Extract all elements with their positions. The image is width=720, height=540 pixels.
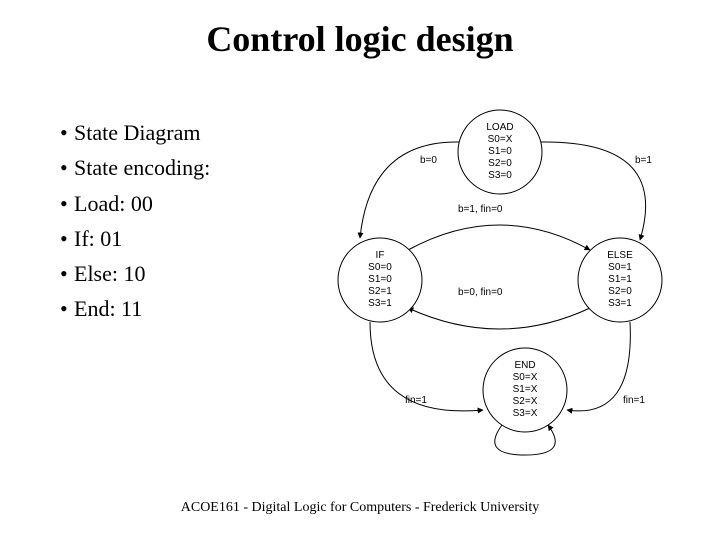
node-end: END S0=X S1=X S2=X S3=X xyxy=(483,348,567,432)
list-item: Else: 10 xyxy=(74,261,280,286)
edge-label-b0: b=0 xyxy=(420,155,437,166)
svg-text:S0=1: S0=1 xyxy=(608,262,632,273)
edge-load-if xyxy=(360,142,460,238)
svg-text:S0=0: S0=0 xyxy=(368,262,392,273)
svg-text:S1=1: S1=1 xyxy=(608,274,632,285)
svg-text:S1=0: S1=0 xyxy=(368,274,392,285)
slide-title: Control logic design xyxy=(0,18,720,60)
list-item: If: 01 xyxy=(74,226,280,251)
list-item: End: 11 xyxy=(74,296,280,321)
edge-if-else xyxy=(408,225,590,250)
svg-text:S0=X: S0=X xyxy=(513,372,538,383)
svg-text:S2=1: S2=1 xyxy=(368,286,392,297)
edge-label-b1fin0: b=1, fin=0 xyxy=(458,204,503,215)
svg-text:S3=0: S3=0 xyxy=(488,170,512,181)
svg-text:IF: IF xyxy=(376,250,385,261)
edge-label-b1: b=1 xyxy=(635,155,652,166)
bullet-list: State Diagram State encoding: Load: 00 I… xyxy=(60,120,280,332)
svg-text:END: END xyxy=(514,360,535,371)
svg-text:S2=0: S2=0 xyxy=(608,286,632,297)
svg-text:S3=1: S3=1 xyxy=(368,298,392,309)
edge-else-if xyxy=(408,308,590,329)
list-item: State encoding: xyxy=(74,155,280,180)
list-item: State Diagram xyxy=(74,120,280,145)
svg-text:S2=0: S2=0 xyxy=(488,158,512,169)
node-else: ELSE S0=1 S1=1 S2=0 S3=1 xyxy=(578,238,662,322)
edge-load-else xyxy=(540,142,646,240)
svg-text:S2=X: S2=X xyxy=(513,396,538,407)
edge-label-fin1-r: fin=1 xyxy=(623,395,645,406)
edge-else-end xyxy=(567,322,630,411)
edge-label-b0fin0: b=0, fin=0 xyxy=(458,287,503,298)
svg-text:LOAD: LOAD xyxy=(486,122,513,133)
slide-footer: ACOE161 - Digital Logic for Computers - … xyxy=(0,500,720,516)
svg-text:S1=X: S1=X xyxy=(513,384,538,395)
state-diagram: b=0 b=1 b=1, fin=0 b=0, fin=0 fin=1 fin=… xyxy=(300,90,700,470)
node-if: IF S0=0 S1=0 S2=1 S3=1 xyxy=(338,238,422,322)
list-item: Load: 00 xyxy=(74,191,280,216)
svg-text:S0=X: S0=X xyxy=(488,134,513,145)
svg-text:S3=X: S3=X xyxy=(513,408,538,419)
svg-text:ELSE: ELSE xyxy=(607,250,633,261)
node-load: LOAD S0=X S1=0 S2=0 S3=0 xyxy=(458,110,542,194)
svg-text:S1=0: S1=0 xyxy=(488,146,512,157)
svg-text:S3=1: S3=1 xyxy=(608,298,632,309)
edge-label-fin1-l: fin=1 xyxy=(405,395,427,406)
